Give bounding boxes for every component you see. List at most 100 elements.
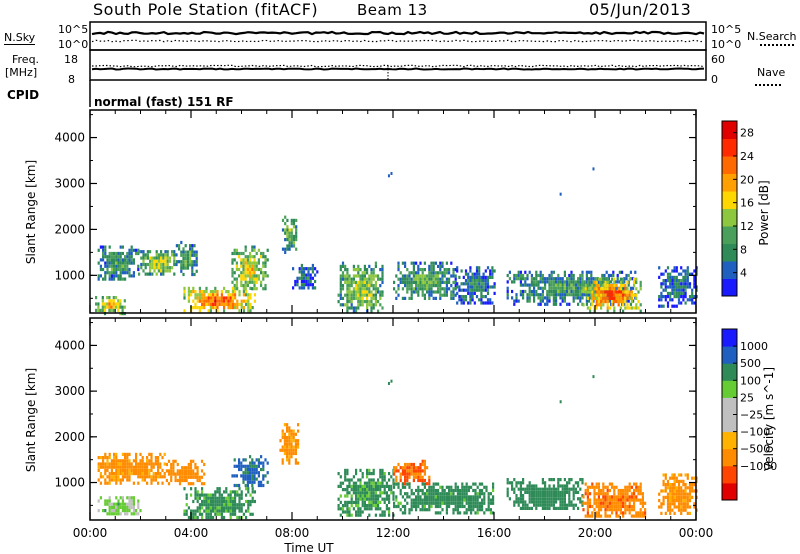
x-tick-label: 16:00 <box>477 526 512 540</box>
echo-point <box>390 379 393 383</box>
power-colorbar-swatch <box>722 121 737 139</box>
velocity-colorbar-tick-label: −100 <box>740 426 770 439</box>
velocity-colorbar-tick-label: 1000 <box>740 340 768 353</box>
velocity-ylabel: Slant Range [km] <box>24 368 38 472</box>
nave-tick-top: 60 <box>711 53 725 66</box>
power-colorbar-swatch <box>722 208 737 227</box>
echo-region <box>393 261 457 300</box>
power-colorbar-tick-label: 12 <box>740 220 754 233</box>
echo-region <box>337 468 395 517</box>
nave-dots <box>755 84 781 86</box>
echo-region <box>292 263 319 290</box>
velocity-colorbar-swatch <box>722 482 737 501</box>
nsearch-label: N.Search <box>747 30 797 43</box>
power-echoes <box>95 167 698 316</box>
power-colorbar-tick-label: 24 <box>740 150 754 163</box>
y-tick-label: 2000 <box>54 430 85 444</box>
echo-region <box>393 459 431 486</box>
power-colorbar-tick-label: 28 <box>740 127 754 140</box>
echo-region <box>337 261 384 313</box>
echo-region <box>138 250 178 276</box>
power-colorbar-tick-label: 8 <box>740 243 747 256</box>
velocity-echoes <box>97 375 698 520</box>
power-colorbar: 4 8 12 16 20 24 28 <box>721 120 754 297</box>
velocity-colorbar-tick-label: −25 <box>740 409 763 422</box>
echo-point <box>387 381 390 385</box>
y-tick-label: 1000 <box>54 476 85 490</box>
power-yticks: 1000 2000 3000 4000 <box>54 114 696 299</box>
nsky-panel-frame <box>89 21 707 51</box>
echo-region <box>165 459 206 486</box>
power-panel: 1000 2000 3000 4000 Slant Range [km] <box>24 109 698 316</box>
velocity-colorbar-label: Velocity [m s^-1] <box>762 367 776 471</box>
freq-label-unit: [MHz] <box>5 66 38 79</box>
power-colorbar-swatch <box>722 138 737 157</box>
velocity-panel-frame <box>89 317 697 521</box>
nsky-tick-bottom: 10^0 <box>58 38 89 51</box>
velocity-colorbar-swatch <box>722 431 737 450</box>
echo-region <box>183 487 256 520</box>
velocity-xticks: 00:00 04:00 08:00 12:00 16:00 20:00 00:00 <box>73 318 714 540</box>
y-tick-label: 4000 <box>54 338 85 352</box>
power-xticks <box>89 110 697 313</box>
x-tick-label: 04:00 <box>174 526 209 540</box>
status-panel <box>89 21 707 107</box>
echo-point <box>387 174 390 178</box>
echo-region <box>231 245 269 291</box>
echo-region <box>456 266 496 305</box>
echo-region <box>582 277 642 313</box>
velocity-colorbar-swatch <box>722 380 737 398</box>
power-colorbar-label: Power [dB] <box>757 180 771 245</box>
freq-label-top: Freq. <box>12 53 40 66</box>
power-colorbar-tick-label: 20 <box>740 173 754 186</box>
power-colorbar-swatch <box>722 278 737 297</box>
power-colorbar-tick-label: 16 <box>740 197 754 210</box>
cpid-label: CPID <box>7 88 40 102</box>
echo-region <box>183 286 256 313</box>
velocity-colorbar-tick-label: −1000 <box>740 460 777 473</box>
velocity-colorbar-tick-label: −500 <box>740 443 770 456</box>
x-axis-title: Time UT <box>283 541 334 554</box>
velocity-yticks: 1000 2000 3000 4000 <box>54 322 696 506</box>
freq-tick-bottom: 8 <box>68 73 75 86</box>
power-colorbar-swatch <box>722 173 737 192</box>
x-tick-label: 12:00 <box>376 526 411 540</box>
echo-region <box>279 423 300 465</box>
power-colorbar-swatch <box>722 261 737 279</box>
station-title: South Pole Station (fitACF) <box>93 0 319 19</box>
echo-region <box>658 266 698 308</box>
echo-point <box>592 167 595 171</box>
y-tick-label: 4000 <box>54 131 85 145</box>
power-ylabel: Slant Range [km] <box>24 160 38 264</box>
velocity-colorbar: 1000 500 100 25 −25 −100 −500 −1000 <box>721 328 777 501</box>
echo-region <box>658 473 698 515</box>
power-colorbar-frame <box>721 120 738 297</box>
echo-region <box>393 482 495 515</box>
echo-region <box>175 240 198 277</box>
velocity-colorbar-swatch <box>722 414 737 433</box>
y-tick-label: 2000 <box>54 222 85 236</box>
nsky-trace <box>91 30 705 36</box>
echo-point <box>390 172 393 176</box>
power-colorbar-swatch <box>722 156 737 174</box>
y-tick-label: 3000 <box>54 176 85 190</box>
cpid-value: normal (fast) 151 RF <box>94 95 234 109</box>
beam-label: Beam 13 <box>357 1 428 19</box>
x-tick-label: 00:00 <box>679 526 714 540</box>
echo-region <box>97 496 142 516</box>
velocity-colorbar-swatch <box>722 448 737 467</box>
nsearch-tick-top: 10^5 <box>711 23 742 36</box>
nave-tick-bottom: 0 <box>711 73 718 86</box>
y-tick-label: 1000 <box>54 268 85 282</box>
echo-region <box>231 455 269 488</box>
echo-region <box>582 482 647 518</box>
freq-tick-top: 18 <box>64 53 78 66</box>
power-colorbar-swatch <box>722 226 737 244</box>
x-tick-label: 08:00 <box>275 526 310 540</box>
freq-panel-frame <box>89 49 707 81</box>
echo-point <box>559 400 562 404</box>
velocity-colorbar-swatch <box>722 329 737 347</box>
nsearch-trace <box>91 39 705 43</box>
velocity-colorbar-swatch <box>722 397 737 415</box>
nsky-label: N.Sky <box>4 31 36 45</box>
